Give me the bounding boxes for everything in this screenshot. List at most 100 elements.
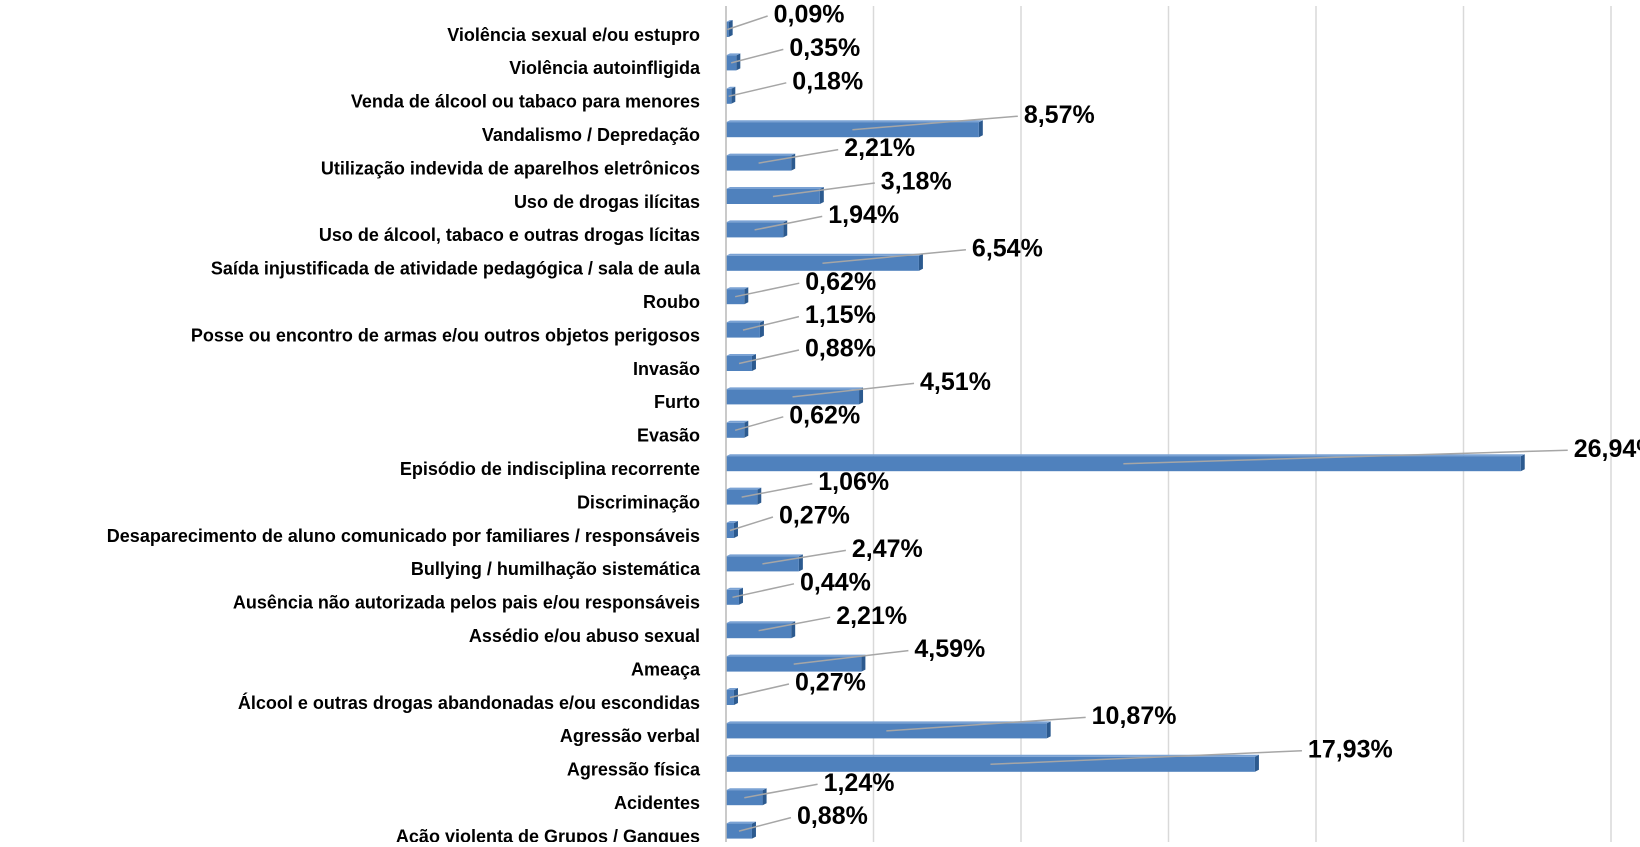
leader-line xyxy=(762,549,846,565)
bar-top xyxy=(726,354,756,356)
bar-top xyxy=(726,53,741,56)
bar-side xyxy=(791,621,796,639)
bar-top xyxy=(726,387,864,390)
y-tick-label: Evasão xyxy=(637,426,700,446)
y-tick-label: Invasão xyxy=(633,359,700,379)
bar-top xyxy=(726,654,866,657)
bar-top xyxy=(726,721,1051,724)
value-label: 0,88% xyxy=(805,335,876,363)
value-label: 3,18% xyxy=(881,168,952,196)
bar-top xyxy=(726,587,743,590)
value-label: 0,88% xyxy=(797,802,868,830)
bar-side xyxy=(819,187,824,204)
value-label: 4,59% xyxy=(914,635,985,663)
bar-side xyxy=(1520,454,1525,472)
y-tick-label: Vandalismo / Depredação xyxy=(482,125,700,145)
y-tick-label: Furto xyxy=(654,392,700,412)
value-label: 2,21% xyxy=(844,134,915,162)
y-tick-label: Agressão verbal xyxy=(560,726,700,746)
y-tick-label: Desaparecimento de aluno comunicado por … xyxy=(107,526,700,546)
leader-line xyxy=(730,48,784,64)
bar-side xyxy=(1046,721,1051,739)
y-tick-label: Utilização indevida de aparelhos eletrôn… xyxy=(321,158,700,178)
y-tick-label: Roubo xyxy=(643,292,700,312)
leader-line xyxy=(822,249,967,265)
leader-line xyxy=(1123,449,1568,465)
leader-line xyxy=(793,649,909,665)
bar-side xyxy=(791,153,796,171)
value-label: 10,87% xyxy=(1092,702,1177,730)
leader-line xyxy=(738,349,800,365)
leader-line xyxy=(792,382,915,398)
value-label: 0,09% xyxy=(774,1,845,29)
bar-side xyxy=(736,53,741,71)
bar-side xyxy=(744,287,749,305)
value-label: 0,62% xyxy=(789,401,860,429)
leader-line xyxy=(734,282,800,298)
bar-top xyxy=(726,153,796,156)
bar-top xyxy=(726,454,1525,457)
y-tick-label: Uso de drogas ilícitas xyxy=(514,192,700,212)
leader-line xyxy=(990,750,1302,766)
leader-line xyxy=(772,182,875,198)
bar-side xyxy=(733,521,738,538)
value-label: 0,18% xyxy=(792,67,863,95)
value-label: 17,93% xyxy=(1308,735,1393,763)
bar-side xyxy=(859,387,864,405)
bar-side xyxy=(759,320,764,338)
leader-line xyxy=(758,616,831,632)
bar-top xyxy=(726,420,749,423)
y-tick-label: Ameaça xyxy=(631,659,701,679)
leader-line xyxy=(742,315,800,331)
leader-line xyxy=(758,148,839,164)
y-tick-label: Ausência não autorizada pelos pais e/ou … xyxy=(233,593,700,613)
leader-line xyxy=(729,683,790,699)
value-label: 0,27% xyxy=(795,669,866,697)
value-label: 6,54% xyxy=(972,234,1043,262)
leader-line xyxy=(729,516,774,532)
value-label: 0,62% xyxy=(805,268,876,296)
bar-top xyxy=(726,320,764,323)
bar-top xyxy=(726,253,923,256)
y-tick-label: Discriminação xyxy=(577,492,700,512)
leader-line xyxy=(727,15,768,31)
y-tick-label: Violência autoinfligida xyxy=(509,58,701,78)
y-tick-label: Agressão física xyxy=(567,760,701,780)
y-tick-label: Uso de álcool, tabaco e outras drogas lí… xyxy=(319,225,700,245)
bar-side xyxy=(738,587,743,605)
bar-side xyxy=(751,821,756,839)
value-label: 2,47% xyxy=(852,535,923,563)
bar-side xyxy=(1254,754,1259,772)
bar-side xyxy=(762,788,767,806)
leader-line xyxy=(886,716,1086,732)
y-tick-label: Acidentes xyxy=(614,793,700,813)
bar-top xyxy=(726,187,824,189)
bar-side xyxy=(918,253,923,271)
bar-side xyxy=(744,420,749,438)
bar-side xyxy=(757,487,762,505)
bar-side xyxy=(978,120,983,138)
leader-line xyxy=(732,583,795,599)
bar-side xyxy=(798,554,803,572)
bar-top xyxy=(726,220,788,223)
bar-top xyxy=(726,688,738,690)
leader-line xyxy=(738,816,792,832)
bar-top xyxy=(726,120,983,123)
value-label: 2,21% xyxy=(836,602,907,630)
value-label: 1,15% xyxy=(805,301,876,329)
value-label: 1,94% xyxy=(828,201,899,229)
y-tick-label: Ação violenta de Grupos / Gangues xyxy=(396,826,700,842)
y-tick-label: Episódio de indisciplina recorrente xyxy=(400,459,700,479)
bar-top xyxy=(726,287,749,290)
value-label: 0,35% xyxy=(789,34,860,62)
bar-top xyxy=(726,621,796,624)
bar-top xyxy=(726,821,756,824)
leader-line xyxy=(741,482,813,498)
value-label: 0,44% xyxy=(800,568,871,596)
y-tick-label: Álcool e outras drogas abandonadas e/ou … xyxy=(238,692,700,713)
value-label: 26,94% xyxy=(1574,435,1640,463)
value-label: 1,06% xyxy=(818,468,889,496)
bar-top xyxy=(726,521,738,523)
y-tick-label: Venda de álcool ou tabaco para menores xyxy=(351,92,700,112)
